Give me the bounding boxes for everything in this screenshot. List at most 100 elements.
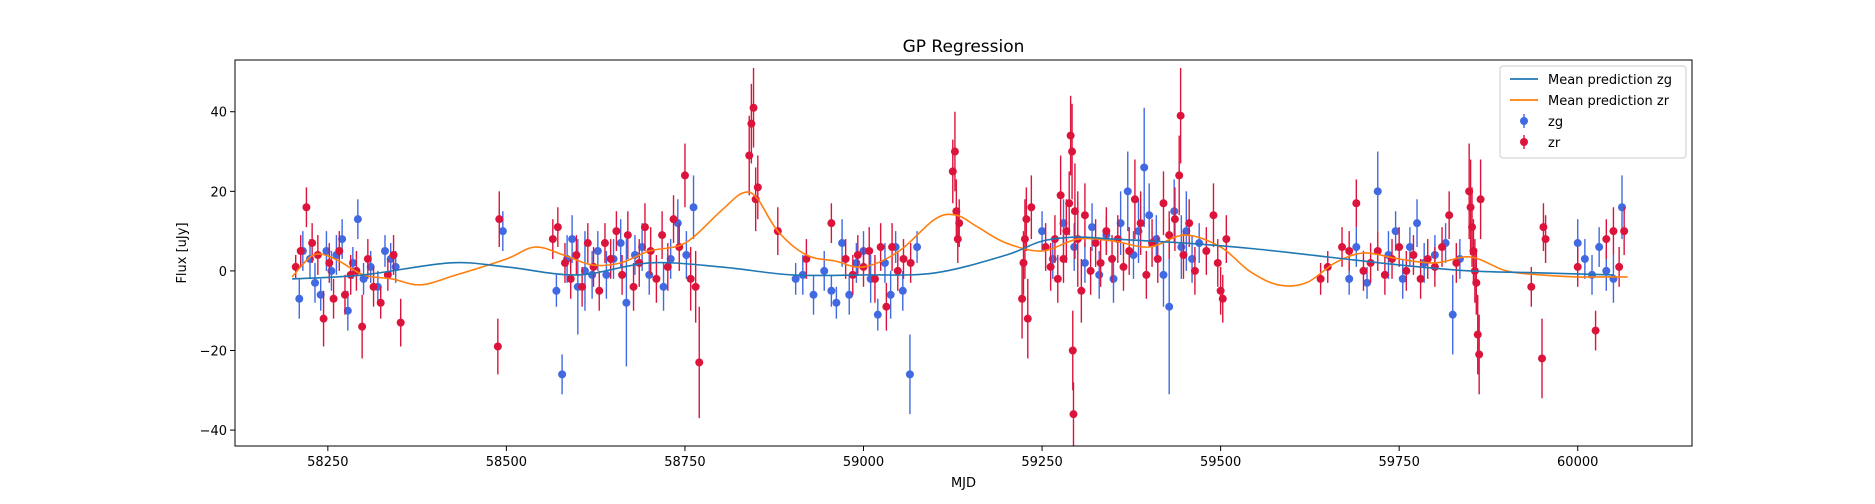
point-zr	[578, 283, 586, 291]
point-zg	[1124, 187, 1132, 195]
point-zr	[1185, 219, 1193, 227]
point-zg	[588, 271, 596, 279]
point-zg	[617, 239, 625, 247]
point-zr	[601, 239, 609, 247]
point-zg	[827, 287, 835, 295]
point-zr	[1345, 247, 1353, 255]
legend: Mean prediction zg Mean prediction zr zg zr	[1500, 66, 1686, 158]
point-zr	[595, 287, 603, 295]
point-zr	[390, 251, 398, 259]
point-zr	[1137, 219, 1145, 227]
point-zr	[1222, 235, 1230, 243]
point-zg	[1392, 227, 1400, 235]
point-zr	[1359, 267, 1367, 275]
point-zr	[335, 247, 343, 255]
point-zr	[1154, 255, 1162, 263]
point-zr	[900, 255, 908, 263]
point-zr	[1542, 235, 1550, 243]
point-zr	[1615, 263, 1623, 271]
point-zr	[607, 255, 615, 263]
point-zg	[622, 299, 630, 307]
point-zg	[645, 271, 653, 279]
x-axis-label: MJD	[951, 476, 976, 491]
point-zr	[1081, 211, 1089, 219]
point-zr	[1019, 259, 1027, 267]
point-zr	[1069, 410, 1077, 418]
point-zr	[1395, 243, 1403, 251]
y-axis-label: Flux [uJy]	[175, 222, 190, 283]
point-zr	[670, 215, 678, 223]
point-zg	[594, 247, 602, 255]
point-zg	[887, 291, 895, 299]
point-zr	[1097, 259, 1105, 267]
point-zr	[695, 358, 703, 366]
point-zr	[1067, 132, 1075, 140]
point-zr	[1538, 354, 1546, 362]
point-zg	[838, 239, 846, 247]
point-zg	[820, 267, 828, 275]
point-zr	[1102, 227, 1110, 235]
point-zg	[1038, 227, 1046, 235]
point-zr	[1171, 215, 1179, 223]
point-zr	[1069, 346, 1077, 354]
point-zr	[871, 275, 879, 283]
point-zg	[792, 275, 800, 283]
point-zr	[1609, 227, 1617, 235]
point-zr	[894, 267, 902, 275]
point-zr	[364, 255, 372, 263]
point-zr	[854, 251, 862, 259]
point-zr	[1409, 251, 1417, 259]
point-zr	[681, 171, 689, 179]
point-zg	[832, 299, 840, 307]
point-zg	[1081, 259, 1089, 267]
point-zr	[954, 235, 962, 243]
point-zr	[612, 227, 620, 235]
y-tick-label: 0	[219, 265, 227, 280]
point-zr	[1047, 263, 1055, 271]
point-zg	[568, 235, 576, 243]
point-zr	[325, 259, 333, 267]
point-zg	[1095, 271, 1103, 279]
point-zr	[1438, 243, 1446, 251]
point-zr	[618, 271, 626, 279]
point-zr	[1209, 211, 1217, 219]
point-zr	[1477, 195, 1485, 203]
point-zr	[1018, 295, 1026, 303]
x-tick-label: 58250	[307, 455, 348, 470]
point-zr	[955, 219, 963, 227]
point-zg	[660, 283, 668, 291]
point-zg	[810, 291, 818, 299]
x-tick-label: 59500	[1200, 455, 1241, 470]
point-zr	[1021, 235, 1029, 243]
point-zg	[381, 247, 389, 255]
point-zg	[499, 227, 507, 235]
point-zr	[630, 283, 638, 291]
point-zr	[827, 219, 835, 227]
point-zg	[874, 311, 882, 319]
point-zr	[572, 251, 580, 259]
point-zr	[1214, 259, 1222, 267]
point-zr	[549, 235, 557, 243]
point-zr	[1620, 227, 1628, 235]
point-zg	[1581, 255, 1589, 263]
point-zr	[1131, 195, 1139, 203]
point-zr	[1022, 215, 1030, 223]
point-zg	[1170, 207, 1178, 215]
point-zg	[1609, 275, 1617, 283]
point-zr	[1142, 271, 1150, 279]
point-zr	[302, 203, 310, 211]
point-zr	[1467, 203, 1475, 211]
point-zr	[1119, 263, 1127, 271]
series-zr	[292, 68, 1628, 446]
point-zr	[1468, 223, 1476, 231]
point-zr	[882, 303, 890, 311]
x-tick-label: 59000	[843, 455, 884, 470]
point-zg	[354, 215, 362, 223]
point-zg	[1602, 267, 1610, 275]
point-zg	[1109, 275, 1117, 283]
point-zr	[687, 275, 695, 283]
point-zr	[1445, 211, 1453, 219]
point-zg	[690, 203, 698, 211]
x-tick-label: 59750	[1378, 455, 1419, 470]
